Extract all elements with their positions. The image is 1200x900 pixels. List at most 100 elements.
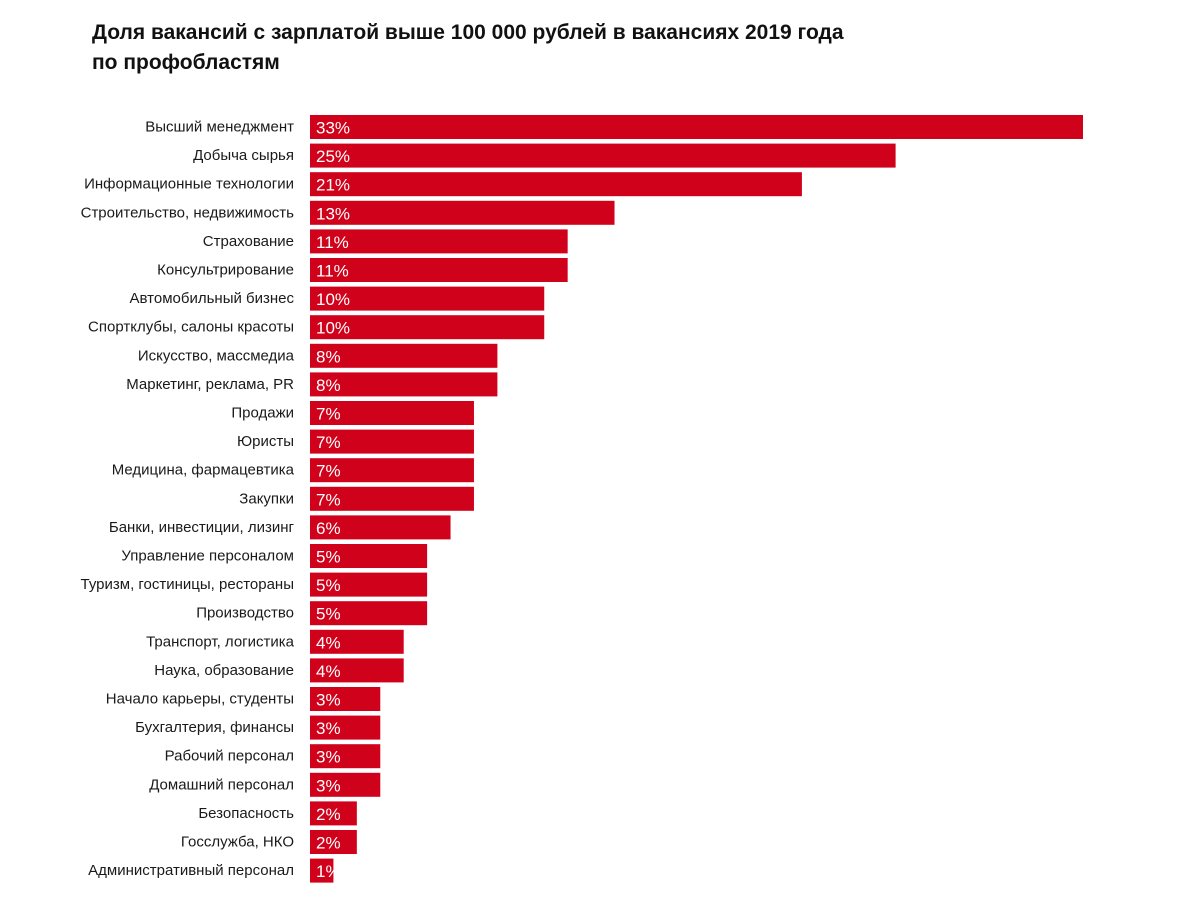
- bar: [310, 658, 404, 683]
- category-label: Закупки: [239, 490, 294, 507]
- category-label: Рабочий персонал: [165, 748, 294, 765]
- value-label: 8%: [316, 347, 341, 366]
- bar-row: Искусство, массмедиа 8%: [138, 343, 498, 368]
- bar-row: Добыча сырья 25%: [193, 143, 896, 168]
- bar-row: Медицина, фармацевтика 7%: [112, 458, 474, 483]
- bar: [310, 143, 896, 168]
- bar-row: Госслужба, НКО 2%: [181, 830, 357, 854]
- category-label: Управление персоналом: [121, 548, 294, 565]
- bar-row: Строительство, недвижимость 13%: [81, 200, 615, 225]
- bar: [310, 601, 428, 626]
- category-label: Бухгалтерия, финансы: [135, 719, 294, 736]
- category-label: Добыча сырья: [193, 147, 294, 164]
- category-label: Юристы: [237, 433, 294, 450]
- bar: [310, 801, 357, 826]
- value-label: 2%: [316, 805, 341, 824]
- bar: [310, 772, 381, 797]
- bar: [310, 343, 498, 368]
- value-label: 11%: [316, 233, 349, 252]
- value-label: 7%: [316, 462, 341, 481]
- chart-title-line-2: по профобластям: [92, 51, 280, 74]
- category-label: Продажи: [231, 405, 294, 422]
- category-label: Медицина, фармацевтика: [112, 462, 295, 479]
- value-label: 6%: [316, 519, 341, 538]
- value-label: 7%: [316, 490, 341, 509]
- category-label: Туризм, гостиницы, рестораны: [81, 576, 294, 593]
- bar: [310, 572, 428, 597]
- value-label: 7%: [316, 405, 341, 424]
- value-label: 3%: [316, 776, 341, 795]
- bar-row: Наука, образование 4%: [154, 658, 404, 683]
- bar: [310, 486, 474, 511]
- bar: [310, 258, 568, 282]
- bar-row: Административный персонал 1%: [88, 858, 341, 883]
- value-label: 3%: [316, 691, 341, 710]
- bar-row: Продажи 7%: [231, 401, 474, 425]
- category-label: Маркетинг, реклама, PR: [126, 376, 294, 393]
- bar-row: Безопасность 2%: [198, 801, 357, 826]
- bar: [310, 115, 1083, 139]
- bar: [310, 515, 451, 540]
- category-label: Административный персонал: [88, 862, 294, 879]
- value-label: 3%: [316, 719, 341, 738]
- bar: [310, 200, 615, 225]
- bar: [310, 858, 334, 883]
- bar: [310, 744, 381, 769]
- bar: [310, 372, 498, 397]
- value-label: 21%: [316, 176, 350, 195]
- value-label: 4%: [316, 662, 341, 681]
- value-label: 33%: [316, 119, 350, 138]
- value-label: 3%: [316, 748, 341, 767]
- bar: [310, 687, 381, 711]
- bar: [310, 315, 545, 340]
- value-label: 10%: [316, 319, 350, 338]
- bar: [310, 458, 474, 483]
- category-label: Искусство, массмедиа: [138, 347, 295, 364]
- value-label: 7%: [316, 433, 341, 452]
- bar-row: Высший менеджмент 33%: [145, 115, 1083, 139]
- bar: [310, 286, 545, 311]
- bar-row: Производство 5%: [196, 601, 428, 626]
- bar-row: Закупки 7%: [239, 486, 474, 511]
- bar-row: Начало карьеры, студенты 3%: [106, 687, 381, 711]
- bar-row: Консультрирование 11%: [157, 258, 568, 282]
- bar-row: Банки, инвестиции, лизинг 6%: [109, 515, 451, 540]
- category-label: Строительство, недвижимость: [81, 204, 295, 221]
- bar-row: Страхование 11%: [203, 229, 568, 254]
- bar-row: Домашний персонал 3%: [149, 772, 381, 797]
- bar: [310, 544, 428, 568]
- value-label: 10%: [316, 290, 350, 309]
- category-label: Банки, инвестиции, лизинг: [109, 519, 295, 536]
- category-label: Производство: [196, 605, 294, 622]
- bar-row: Управление персоналом 5%: [121, 544, 428, 568]
- chart-title: Доля вакансий с зарплатой выше 100 000 р…: [92, 18, 844, 78]
- category-label: Информационные технологии: [84, 176, 294, 193]
- bar: [310, 172, 802, 197]
- value-label: 25%: [316, 147, 350, 166]
- bar-row: Транспорт, логистика 4%: [146, 629, 404, 654]
- bar-row: Информационные технологии 21%: [84, 172, 802, 197]
- chart-title-line-1: Доля вакансий с зарплатой выше 100 000 р…: [92, 21, 844, 44]
- bar-row: Бухгалтерия, финансы 3%: [135, 715, 381, 740]
- value-label: 2%: [316, 834, 341, 853]
- value-label: 5%: [316, 548, 341, 567]
- category-label: Начало карьеры, студенты: [106, 691, 294, 708]
- value-label: 13%: [316, 204, 350, 223]
- category-label: Безопасность: [198, 805, 294, 822]
- bar-row: Маркетинг, реклама, PR 8%: [126, 372, 498, 397]
- bar-row: Туризм, гостиницы, рестораны 5%: [81, 572, 428, 597]
- bar: [310, 629, 404, 654]
- bar-row: Юристы 7%: [237, 429, 474, 454]
- bar-row: Автомобильный бизнес 10%: [130, 286, 545, 311]
- value-label: 5%: [316, 576, 341, 595]
- value-label: 1%: [316, 862, 341, 881]
- value-label: 5%: [316, 605, 341, 624]
- bar: [310, 429, 474, 454]
- value-label: 8%: [316, 376, 341, 395]
- value-label: 4%: [316, 633, 341, 652]
- category-label: Спортклубы, салоны красоты: [88, 319, 294, 336]
- bar: [310, 401, 474, 425]
- category-label: Госслужба, НКО: [181, 834, 294, 851]
- category-label: Транспорт, логистика: [146, 633, 295, 650]
